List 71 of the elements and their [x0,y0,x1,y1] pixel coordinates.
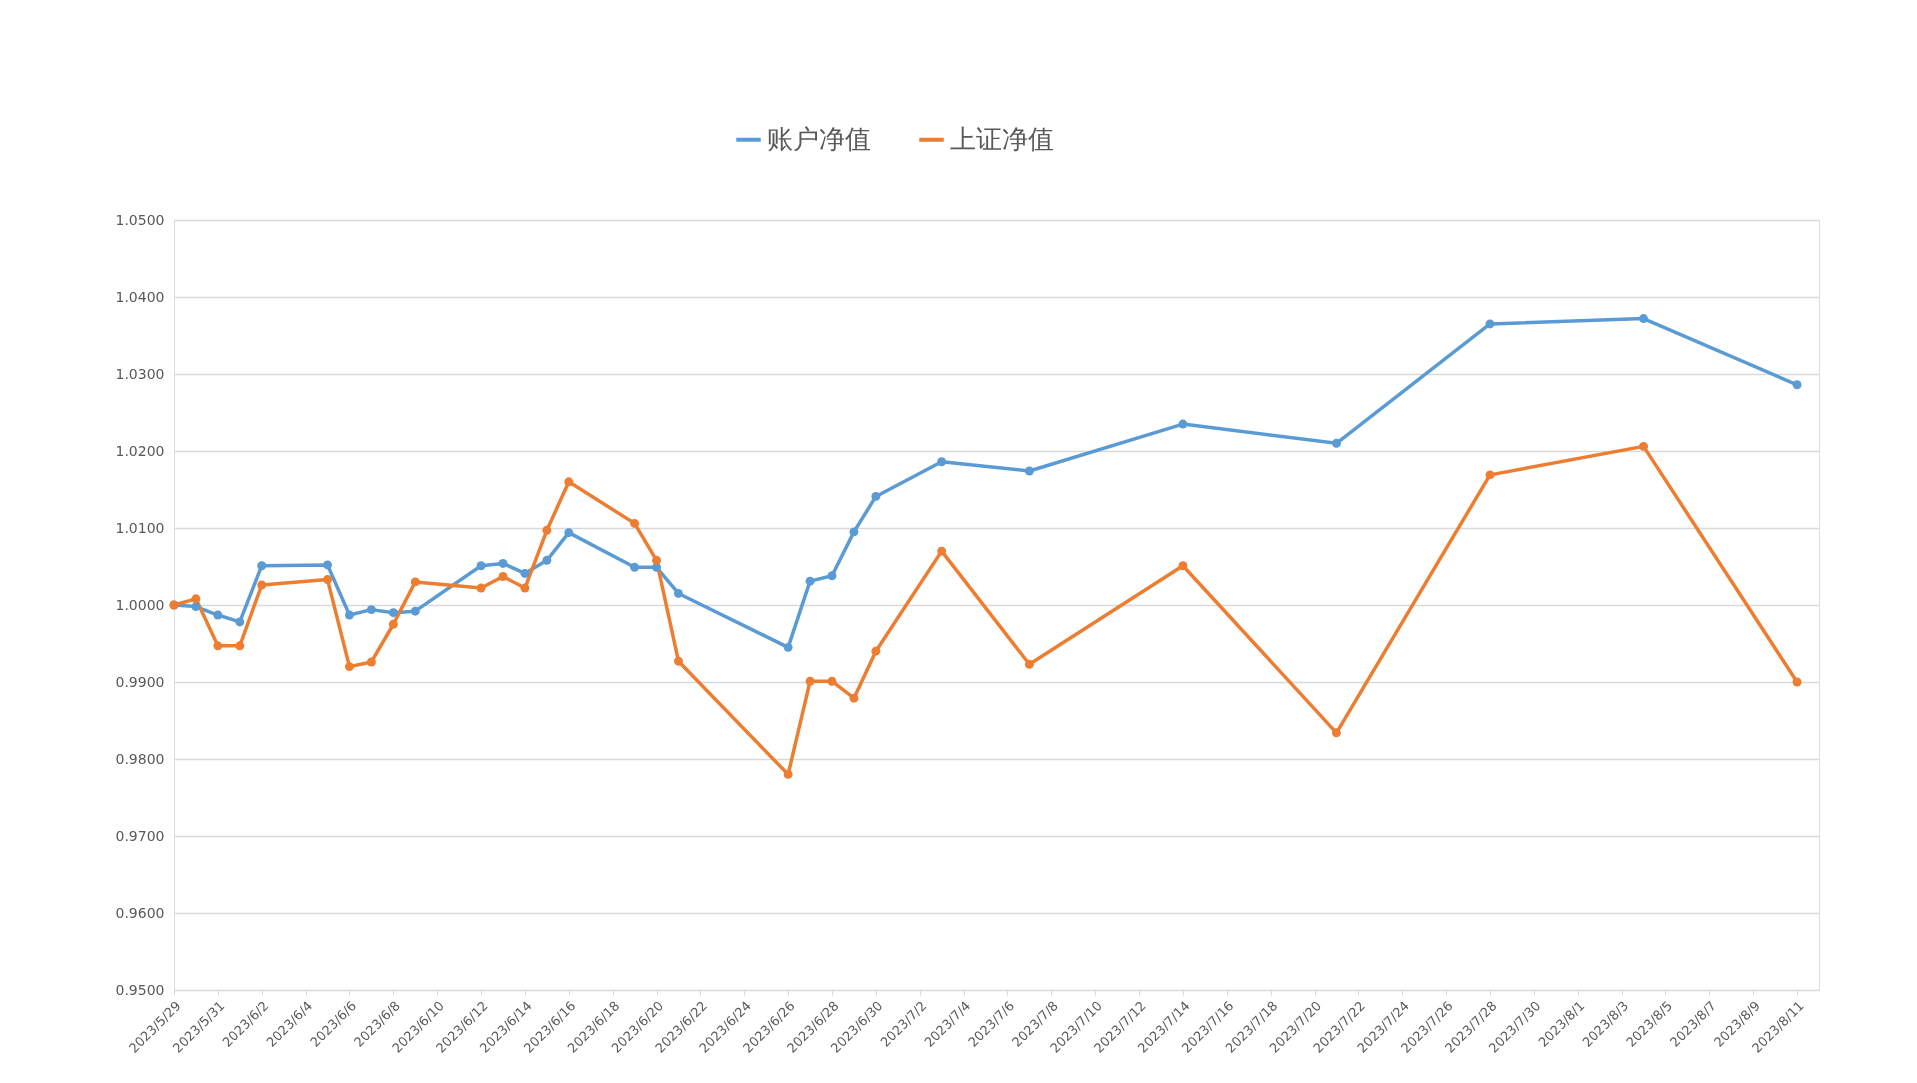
point [191,594,201,604]
point [805,576,815,586]
point [937,457,947,467]
point [1331,728,1341,738]
point [871,646,881,656]
point [827,676,837,686]
point [1178,419,1188,429]
point [849,693,859,703]
point [366,657,376,667]
point [520,583,530,593]
point [871,491,881,501]
point [783,769,793,779]
point [1485,319,1495,329]
point [937,546,947,556]
point [1485,470,1495,480]
point [805,676,815,686]
point [673,656,683,666]
point [257,561,267,571]
point [783,642,793,652]
point [1024,466,1034,476]
point [1792,380,1802,390]
point [323,575,333,585]
point [410,606,420,616]
point [366,605,376,615]
point [410,577,420,587]
point [498,572,508,581]
legend-label: 上证净值 [950,123,1054,154]
point [476,561,486,571]
y-tick-label: 1.0100 [115,519,165,536]
point [191,602,201,611]
point [827,571,837,581]
point [630,518,640,528]
point [498,558,508,568]
point [1639,314,1649,324]
y-tick-label: 0.9800 [115,750,165,767]
y-tick-label: 1.0500 [115,211,165,228]
point [257,580,267,590]
point [564,528,574,538]
y-tick-label: 0.9500 [115,981,165,998]
point [673,588,683,598]
point [476,583,486,593]
point [542,555,552,565]
point [1639,441,1649,451]
point [520,568,530,578]
y-tick-label: 1.0400 [115,288,165,305]
point [652,562,662,572]
point [542,525,552,535]
point [564,477,574,487]
point [388,608,398,618]
point [323,560,333,570]
y-tick-label: 1.0200 [115,442,165,459]
y-tick-label: 0.9600 [115,904,165,921]
point [1792,677,1802,687]
point [235,617,245,627]
point [1331,438,1341,448]
point [849,527,859,537]
point [1024,659,1034,669]
point [630,562,640,572]
point [235,641,245,651]
legend-label: 账户净值 [767,123,871,154]
point [388,619,398,629]
point [344,610,354,620]
y-tick-label: 0.9900 [115,673,165,690]
y-tick-label: 1.0300 [115,365,165,382]
y-tick-label: 1.0000 [115,596,165,613]
y-tick-label: 0.9700 [115,827,165,844]
point [213,641,223,651]
point [213,610,223,620]
point [1178,561,1188,571]
point [652,555,662,565]
point [344,662,354,672]
